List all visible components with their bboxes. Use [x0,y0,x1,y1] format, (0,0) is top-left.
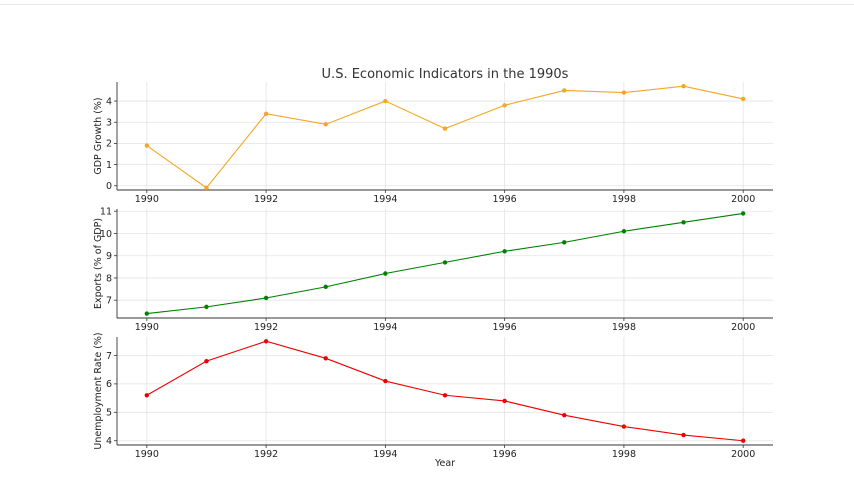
x-tick-label: 1992 [254,322,278,333]
data-point [383,98,388,104]
y-axis-title: Exports (% of GDP) [93,218,104,309]
data-point [323,284,328,290]
data-point [204,185,209,191]
data-point [502,398,507,404]
x-tick-label: 1998 [612,322,636,333]
data-point [144,393,150,398]
data-point [323,122,328,127]
x-tick-label: 1996 [493,194,517,205]
x-tick-label: 1990 [135,322,159,333]
y-tick-label: 0 [106,181,112,192]
top-divider [0,0,854,5]
x-tick-label: 1996 [493,449,517,460]
data-point [204,304,209,310]
x-tick-label: 1996 [493,322,517,333]
data-point [740,438,746,443]
data-point [263,111,269,116]
x-tick-label: 1994 [373,194,397,205]
y-tick-label: 5 [106,408,112,419]
y-axis-title: GDP Growth (%) [93,97,104,174]
data-point [204,358,209,364]
series-line [146,340,744,442]
data-point [263,295,269,301]
y-tick-label: 7 [106,296,112,307]
y-tick-label: 7 [106,351,112,362]
data-point [502,249,507,254]
x-tick-label: 1998 [612,194,636,205]
data-point [144,311,150,316]
data-point [621,424,627,429]
x-tick-label: 2000 [731,449,755,460]
data-point [144,143,150,148]
data-point [442,126,448,131]
data-point [383,271,388,276]
x-tick-label: 2000 [731,194,755,205]
chart-title: U.S. Economic Indicators in the 1990s [322,67,569,82]
y-tick-label: 9 [106,251,112,262]
data-point [383,378,388,384]
data-point [442,260,448,265]
y-tick-label: 4 [106,436,112,447]
y-tick-label: 4 [106,96,112,107]
y-tick-label: 8 [106,273,112,284]
data-point [621,229,627,234]
y-tick-label: 10 [100,229,112,240]
y-tick-label: 2 [106,139,112,150]
x-tick-label: 1998 [612,449,636,460]
data-point [502,103,507,108]
series-line [146,85,744,189]
data-point [562,240,567,245]
x-axis-title: Year [434,458,455,469]
data-point [681,432,686,438]
data-point [740,211,746,216]
panel-3: 1990 1992 1994 1996 1998 2000 4 5 6 7Unemployment… [93,332,773,460]
data-point [681,84,686,89]
y-tick-label: 1 [106,160,112,171]
x-tick-label: 2000 [731,322,755,333]
y-tick-label: 6 [106,379,112,390]
y-axis-title: Unemployment Rate (%) [93,332,104,449]
x-tick-label: 1990 [135,449,159,460]
data-point [740,96,746,102]
x-tick-label: 1990 [135,194,159,205]
x-tick-label: 1992 [254,194,278,205]
x-tick-label: 1994 [373,322,397,333]
data-point [442,393,448,398]
x-tick-label: 1994 [373,449,397,460]
y-tick-label: 3 [106,118,112,129]
data-point [562,412,567,418]
data-point [562,88,567,93]
data-point [323,356,328,361]
x-tick-label: 1992 [254,449,278,460]
data-point [263,339,269,344]
y-tick-label: 11 [100,207,112,218]
data-point [621,90,627,95]
data-point [681,220,686,225]
